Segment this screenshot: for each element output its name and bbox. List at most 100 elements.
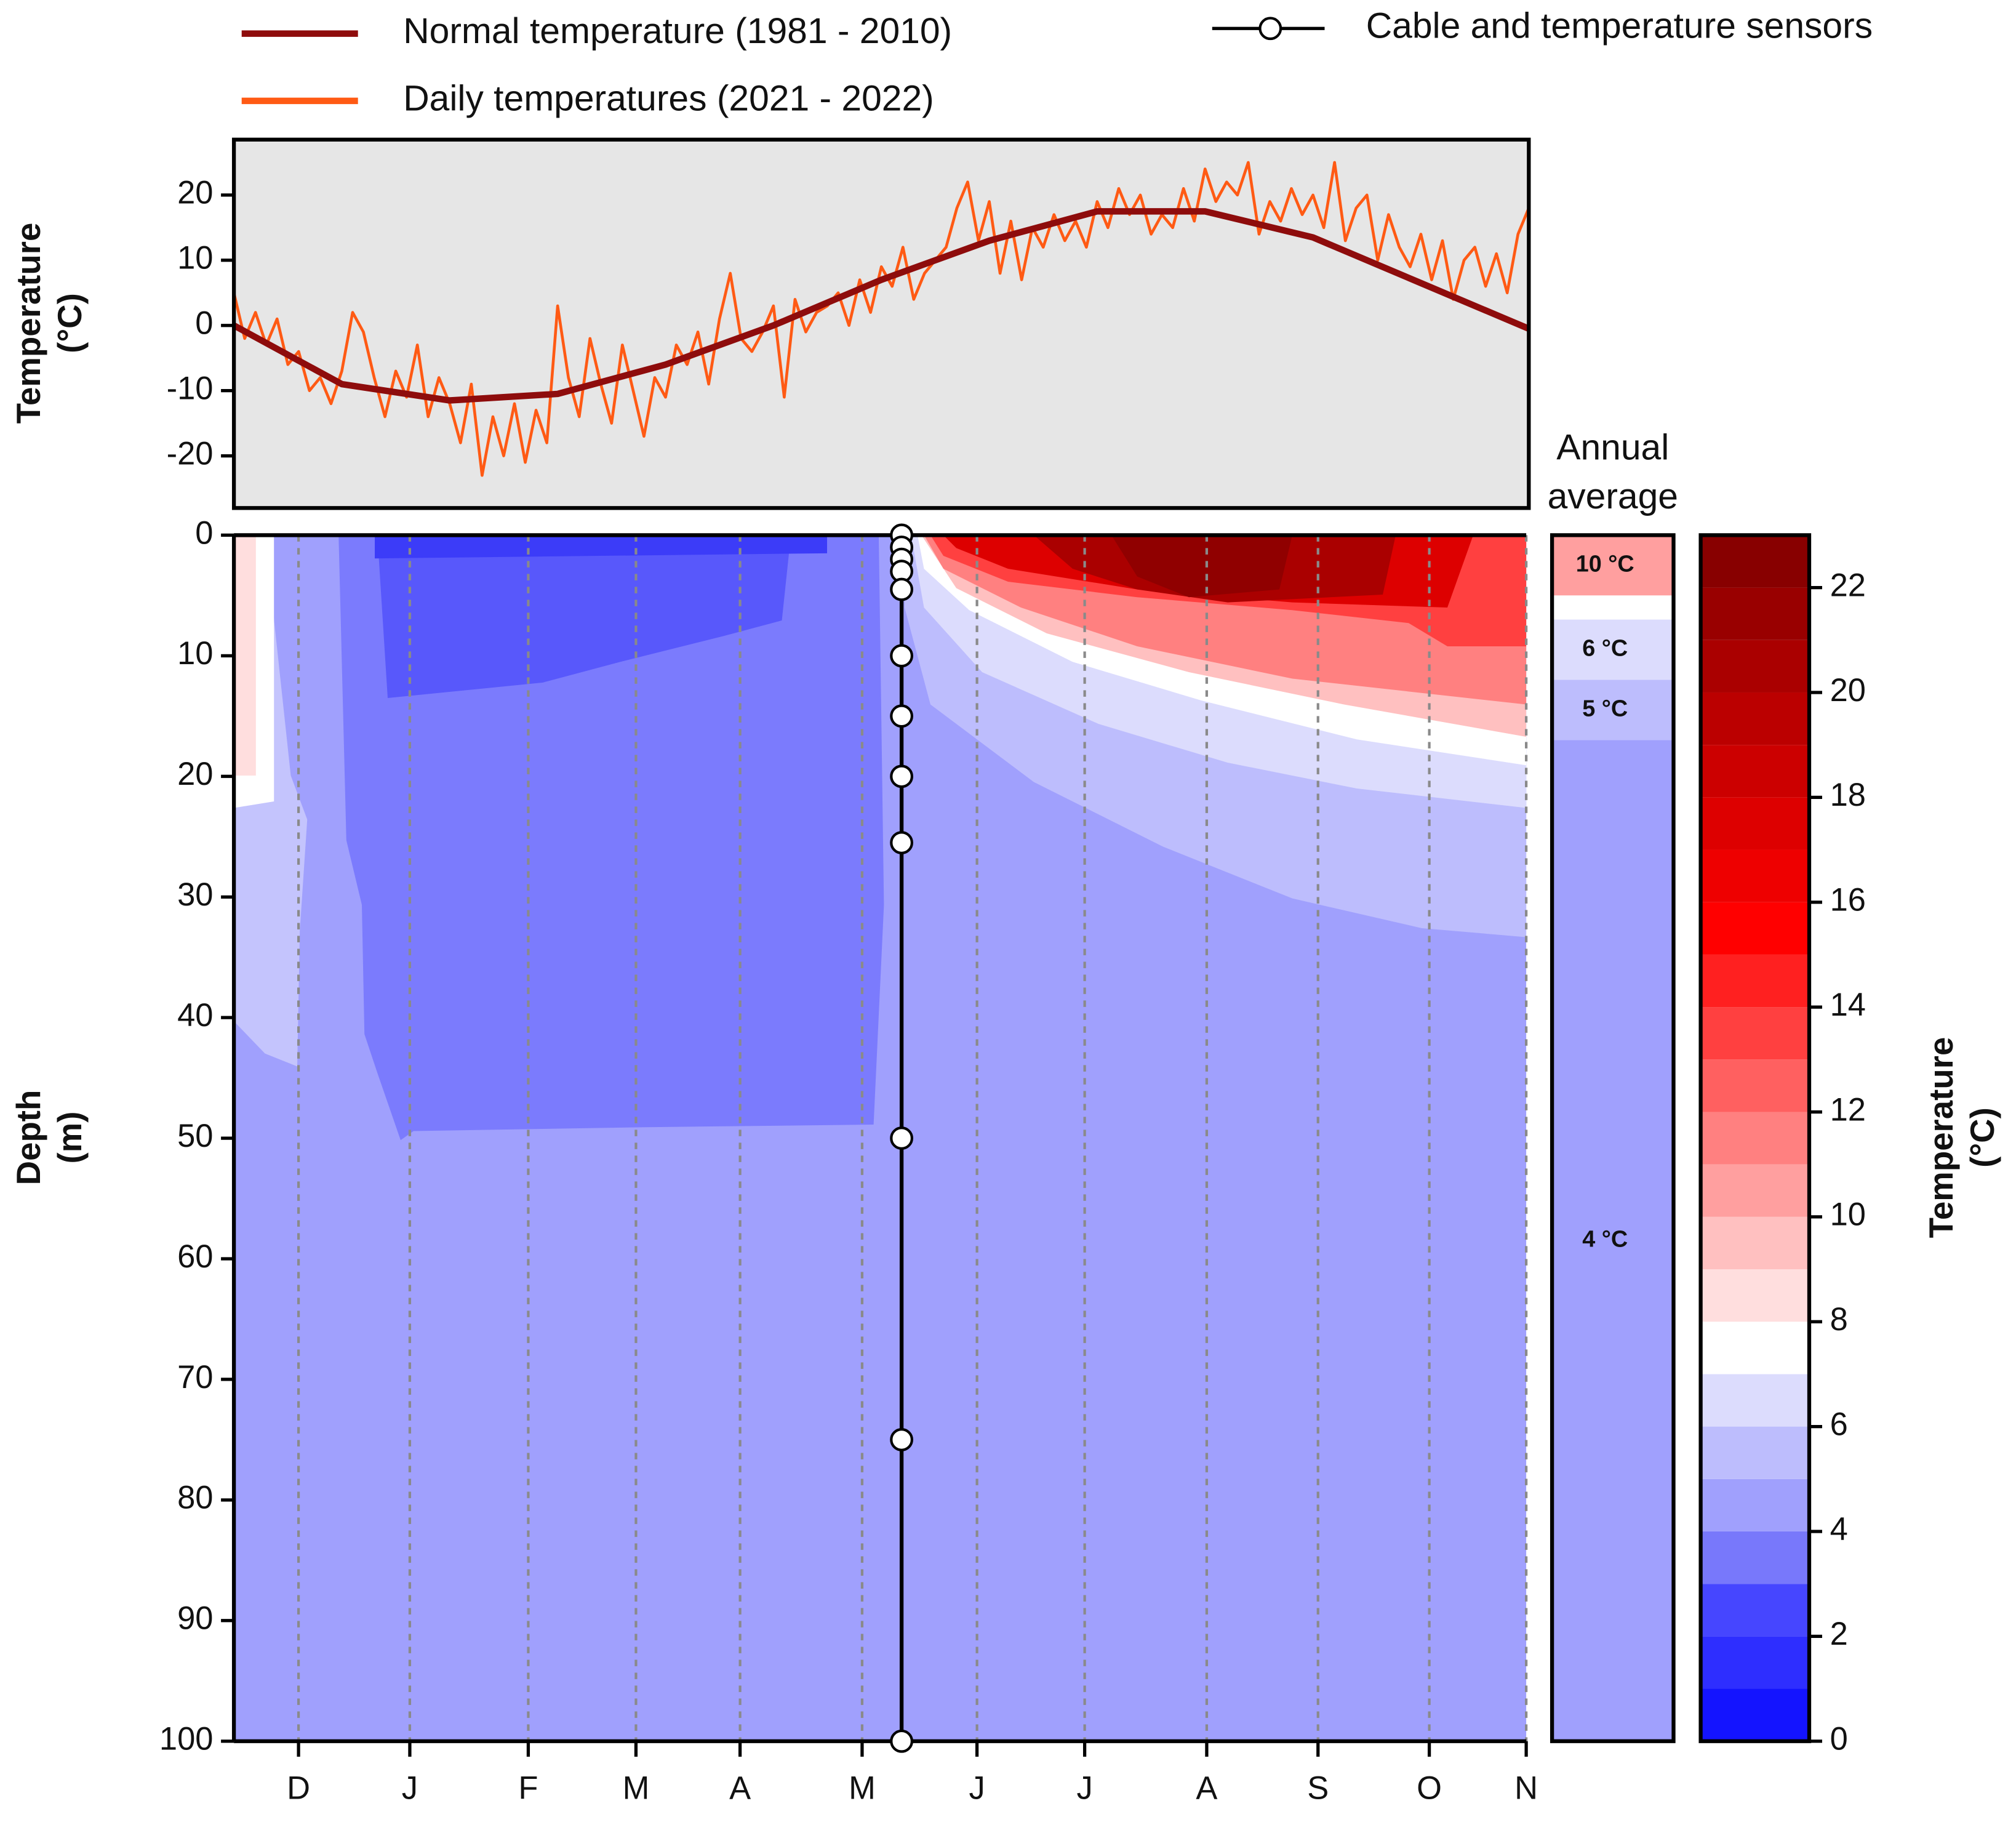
temperature-field: [234, 535, 1527, 1741]
y-tick-label: 80: [177, 1480, 213, 1516]
colorbar-tick-label: 10: [1830, 1197, 1866, 1233]
colorbar-step: [1700, 1164, 1809, 1217]
band-label: 5 °C: [1582, 696, 1628, 721]
x-tick-label: F: [518, 1770, 538, 1806]
legend-label: Cable and temperature sensors: [1366, 6, 1873, 46]
colorbar-step: [1700, 1531, 1809, 1584]
colorbar-tick-label: 22: [1830, 567, 1866, 603]
x-tick-label: N: [1514, 1770, 1538, 1806]
colorbar-step: [1700, 849, 1809, 902]
sensor: [890, 765, 914, 789]
y-tick-label: 70: [177, 1359, 213, 1395]
colorbar-frame: [1698, 533, 1812, 1743]
y-tick-label: 10: [177, 635, 213, 672]
x-tick-label: S: [1307, 1770, 1329, 1806]
axis-label: (°C): [1964, 1107, 2001, 1168]
colorbar-step: [1700, 902, 1809, 955]
average-band: [1552, 619, 1674, 680]
y-tick-label: 0: [195, 515, 213, 551]
x-tick-label: M: [623, 1770, 650, 1806]
colorbar-step: [1700, 1688, 1809, 1741]
y-tick-label: -20: [167, 435, 214, 472]
x-tick-label: J: [969, 1770, 985, 1806]
x-tick-label: J: [1076, 1770, 1092, 1806]
legend-swatch: [1258, 17, 1282, 41]
average-band: [1552, 680, 1674, 740]
colorbar-step: [1700, 1374, 1809, 1427]
colorbar-step: [1700, 1059, 1809, 1112]
colorbar-step: [1700, 1322, 1809, 1375]
colorbar-tick-label: 20: [1830, 672, 1866, 708]
y-tick-label: 60: [177, 1238, 213, 1275]
colorbar-step: [1700, 1584, 1809, 1637]
field-zone: [1111, 535, 1292, 598]
legend-label: Daily temperatures (2021 - 2022): [403, 78, 934, 118]
axis-label: Temperature: [1922, 1037, 1960, 1238]
x-tick-label: A: [1196, 1770, 1217, 1806]
average-band: [1552, 740, 1674, 1741]
legend-label: Normal temperature (1981 - 2010): [403, 11, 952, 51]
colorbar-step: [1700, 797, 1809, 850]
colorbar-tick-label: 8: [1830, 1301, 1848, 1338]
y-tick-label: 90: [177, 1600, 213, 1637]
colorbar-tick-label: 0: [1830, 1721, 1848, 1757]
field-zone: [375, 535, 827, 559]
y-tick-label: 0: [195, 305, 213, 342]
y-tick-label: 20: [177, 175, 213, 211]
colorbar-step: [1700, 535, 1809, 588]
y-tick-label: 20: [177, 756, 213, 792]
colorbar-tick-label: 2: [1830, 1616, 1848, 1652]
axis-label: (°C): [51, 293, 89, 353]
band-label: 10 °C: [1576, 551, 1634, 577]
colorbar-step: [1700, 954, 1809, 1008]
band-frame: [1550, 533, 1676, 1743]
colorbar-tick-label: 6: [1830, 1406, 1848, 1442]
colorbar-step: [1700, 1269, 1809, 1322]
sensor: [890, 831, 914, 854]
colorbar-tick-label: 18: [1830, 777, 1866, 813]
sensor: [890, 1729, 914, 1753]
field-zone: [377, 535, 791, 699]
field-zone: [265, 535, 339, 905]
colorbar-tick-label: 12: [1830, 1091, 1866, 1128]
band-label: 4 °C: [1582, 1227, 1628, 1253]
colorbar-step: [1700, 1426, 1809, 1479]
temperature-line: [232, 208, 1530, 404]
y-tick-label: 40: [177, 997, 213, 1033]
field-zone: [234, 535, 256, 776]
colorbar-step: [1700, 1216, 1809, 1270]
x-tick-label: M: [849, 1770, 876, 1806]
x-tick-label: D: [287, 1770, 310, 1806]
x-tick-label: O: [1417, 1770, 1442, 1806]
y-tick-label: 10: [177, 240, 213, 276]
sensor: [890, 577, 914, 601]
y-tick-label: 50: [177, 1118, 213, 1154]
sensor: [890, 644, 914, 668]
axis-label: (m): [51, 1112, 89, 1164]
colorbar-tick-label: 4: [1830, 1511, 1848, 1547]
colorbar-tick-label: 16: [1830, 882, 1866, 918]
band-title: Annual: [1556, 427, 1669, 467]
colorbar-step: [1700, 1636, 1809, 1689]
band-title: average: [1548, 476, 1678, 516]
colorbar-step: [1700, 745, 1809, 798]
plot-frame: [231, 137, 1531, 510]
axis-label: Temperature: [10, 223, 47, 424]
sensor: [890, 1427, 914, 1451]
y-tick-label: 100: [159, 1721, 214, 1757]
colorbar-tick-label: 14: [1830, 987, 1866, 1023]
average-band: [1552, 595, 1674, 620]
y-tick-label: -10: [167, 371, 214, 407]
x-tick-label: J: [402, 1770, 418, 1806]
average-band: [1552, 535, 1674, 596]
temperature-line: [232, 161, 1530, 477]
colorbar-step: [1700, 692, 1809, 745]
axis-label: Depth: [10, 1090, 47, 1186]
plot-background: [234, 139, 1529, 508]
colorbar-step: [1700, 1479, 1809, 1531]
colorbar-step: [1700, 640, 1809, 692]
x-tick-label: A: [729, 1770, 751, 1806]
y-tick-label: 30: [177, 877, 213, 913]
sensor: [890, 1126, 914, 1150]
